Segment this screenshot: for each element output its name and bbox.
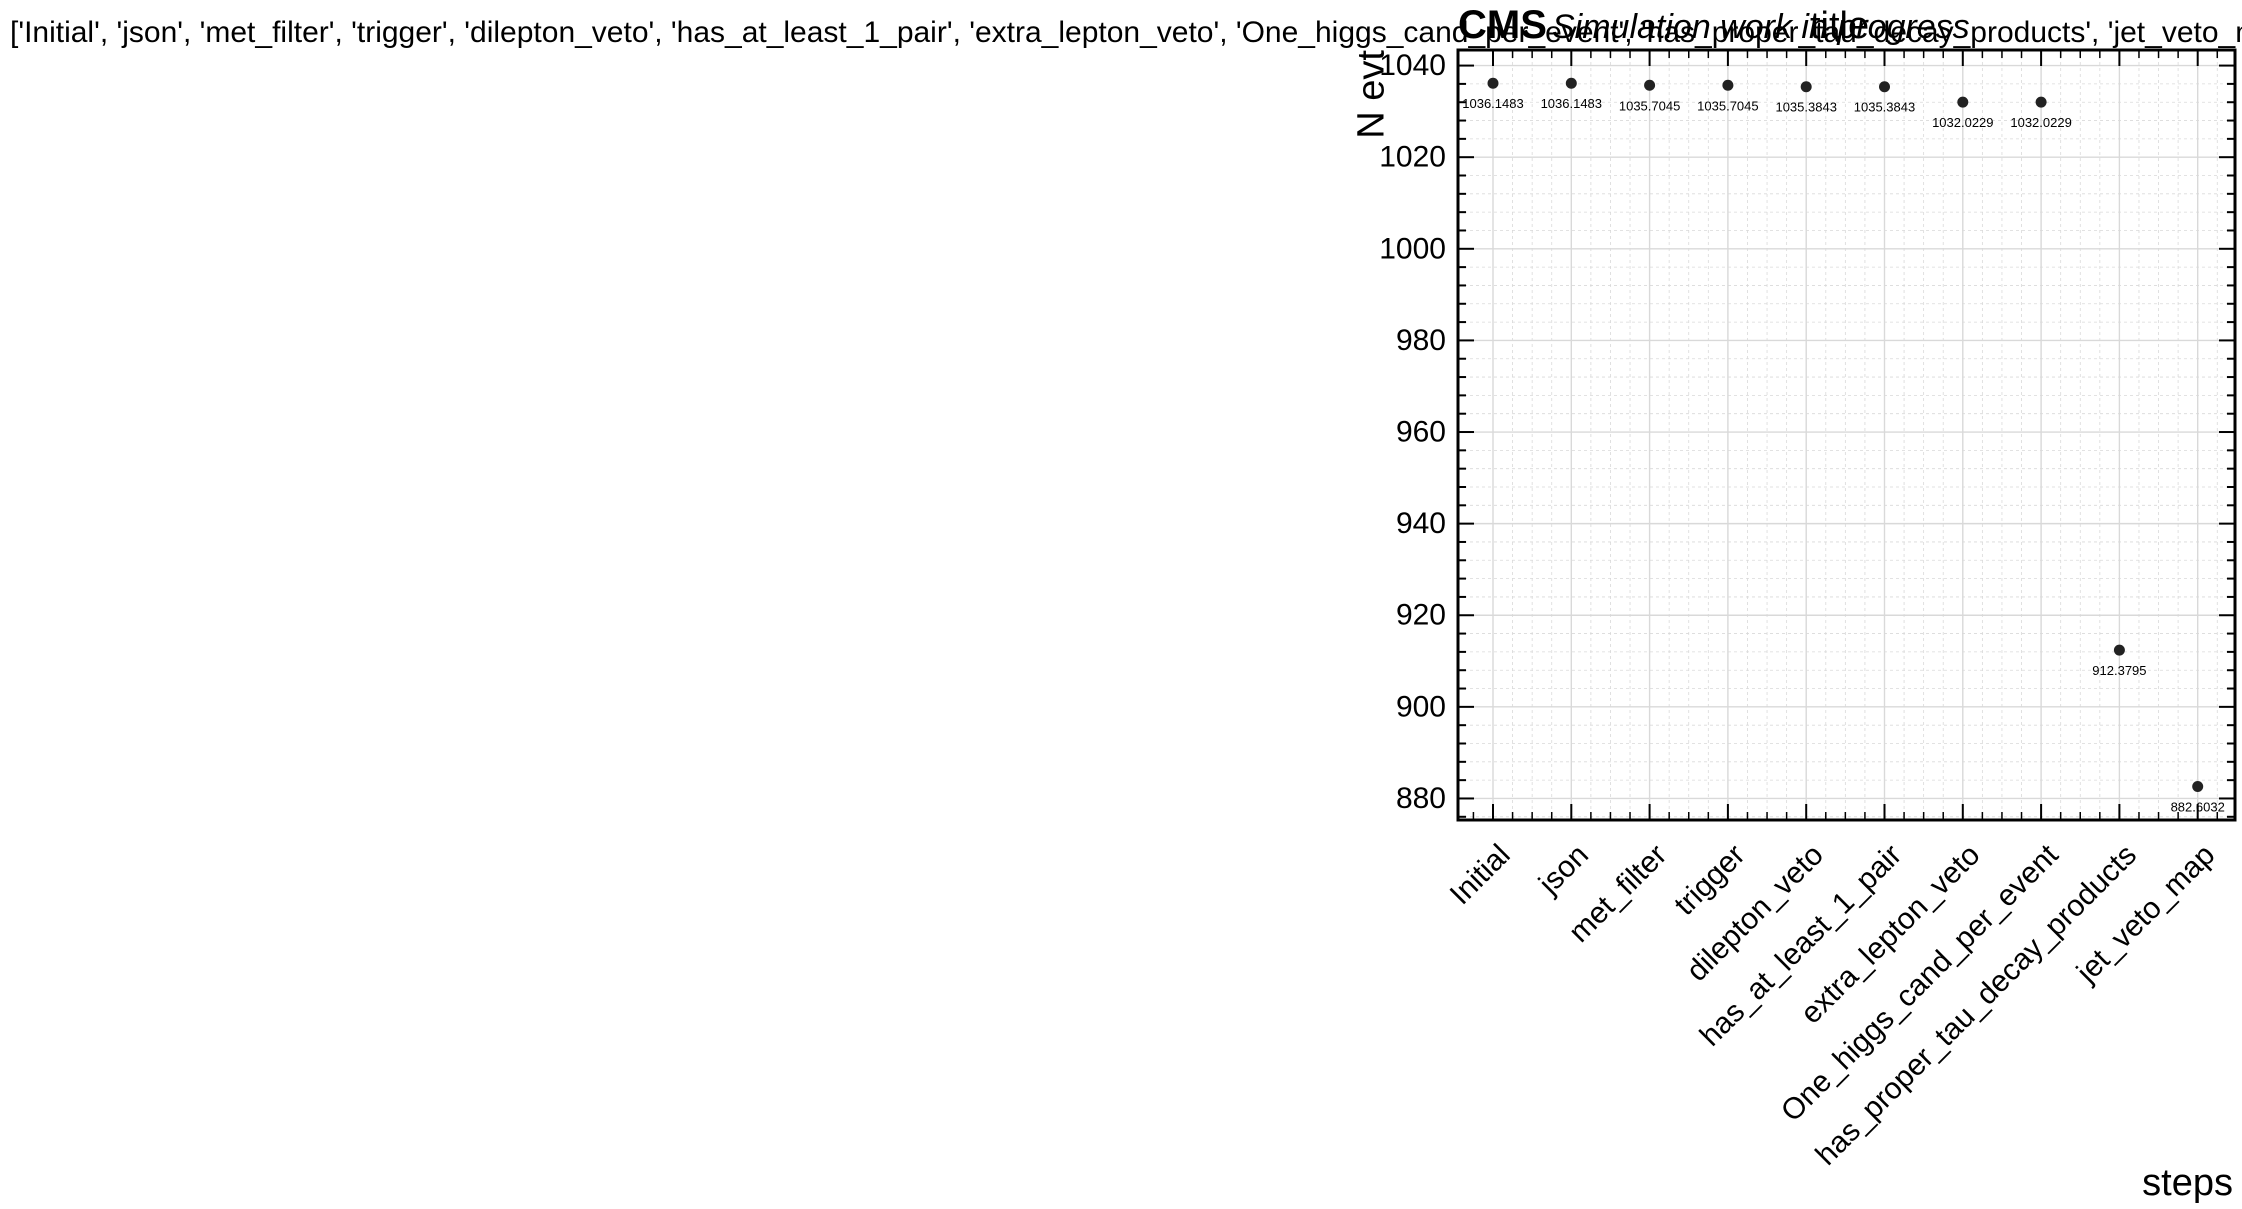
data-point xyxy=(1879,81,1890,93)
y-axis-label: N evt xyxy=(1350,50,1392,139)
data-value-label: 1032.0229 xyxy=(2010,115,2071,130)
axis-ticks xyxy=(1458,50,2235,820)
data-point xyxy=(1957,96,1969,108)
data-point xyxy=(1487,77,1499,89)
grid xyxy=(1458,50,2235,820)
data-value-label: 1035.3843 xyxy=(1775,100,1836,115)
data-point xyxy=(1565,77,1577,89)
data-value-label: 1035.3843 xyxy=(1854,100,1915,115)
y-tick-label: 960 xyxy=(1396,416,1446,449)
experiment-label: CMS xyxy=(1458,3,1547,47)
x-tick-label: json xyxy=(1532,838,1595,901)
data-value-label: 1035.7045 xyxy=(1619,98,1680,113)
data-value-label: 1036.1483 xyxy=(1462,96,1523,111)
data-value-label: 1035.7045 xyxy=(1697,98,1758,113)
data-point xyxy=(1644,79,1656,91)
y-tick-label: 940 xyxy=(1396,507,1446,540)
status-label: Simulation work in progress xyxy=(1552,8,1970,46)
data-markers xyxy=(1487,77,2204,793)
x-axis-label: steps xyxy=(2142,1162,2233,1204)
data-value-label: 912.3795 xyxy=(2092,663,2146,678)
x-tick-labels: Initial jsonmet_filtertriggerdilepton_vet… xyxy=(1444,838,2222,1172)
x-tick-label: Initial xyxy=(1444,838,1517,911)
data-value-labels: 1036.1483 1036.1483 1035.7045 1035.7045 1035… xyxy=(1462,96,2225,814)
y-tick-label: 980 xyxy=(1396,324,1446,357)
y-tick-label: 1000 xyxy=(1379,232,1446,265)
data-point xyxy=(1800,81,1812,93)
data-value-label: 1032.0229 xyxy=(1932,115,1993,130)
data-point xyxy=(2192,781,2204,793)
data-point xyxy=(2035,96,2047,108)
y-tick-label: 880 xyxy=(1396,782,1446,815)
y-tick-labels: 880 900 920 940 960 980 1000 1020 1040 xyxy=(1379,49,1446,815)
data-point xyxy=(2113,644,2125,656)
y-tick-label: 900 xyxy=(1396,690,1446,723)
plot-frame xyxy=(1456,48,2237,822)
y-tick-label: 1020 xyxy=(1379,141,1446,174)
data-value-label: 882.6032 xyxy=(2171,800,2225,815)
y-tick-label: 1040 xyxy=(1379,49,1446,82)
chart-title: title xyxy=(1810,5,1869,47)
y-tick-label: 920 xyxy=(1396,599,1446,632)
x-tick-label: jet_veto_map xyxy=(2070,838,2221,989)
figure-title: ['Initial', 'json', 'met_filter', 'trigg… xyxy=(10,16,2242,49)
data-value-label: 1036.1483 xyxy=(1541,96,1602,111)
data-point xyxy=(1722,79,1734,91)
x-tick-label: dilepton_veto xyxy=(1680,838,1830,988)
